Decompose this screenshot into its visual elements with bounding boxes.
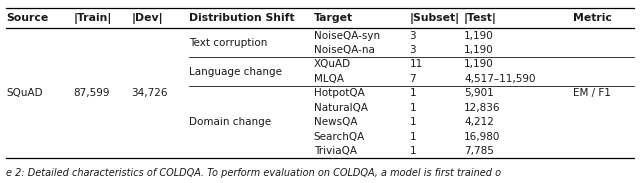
- Text: 1: 1: [410, 146, 416, 156]
- Text: TriviaQA: TriviaQA: [314, 146, 356, 156]
- Text: 5,901: 5,901: [464, 88, 493, 98]
- Text: 1,190: 1,190: [464, 31, 493, 41]
- Text: 11: 11: [410, 59, 423, 70]
- Text: NoiseQA-syn: NoiseQA-syn: [314, 31, 380, 41]
- Text: |Dev|: |Dev|: [131, 13, 163, 24]
- Text: 1,190: 1,190: [464, 45, 493, 55]
- Text: 34,726: 34,726: [131, 88, 168, 98]
- Text: 1: 1: [410, 117, 416, 127]
- Text: |Subset|: |Subset|: [410, 13, 460, 24]
- Text: 1,190: 1,190: [464, 59, 493, 70]
- Text: HotpotQA: HotpotQA: [314, 88, 364, 98]
- Text: 1: 1: [410, 103, 416, 113]
- Text: XQuAD: XQuAD: [314, 59, 351, 70]
- Text: SQuAD: SQuAD: [6, 88, 43, 98]
- Text: 4,212: 4,212: [464, 117, 494, 127]
- Text: NewsQA: NewsQA: [314, 117, 357, 127]
- Text: EM / F1: EM / F1: [573, 88, 611, 98]
- Text: Text corruption: Text corruption: [189, 38, 267, 48]
- Text: 16,980: 16,980: [464, 132, 500, 142]
- Text: 7,785: 7,785: [464, 146, 494, 156]
- Text: Metric: Metric: [573, 13, 612, 23]
- Text: NaturalQA: NaturalQA: [314, 103, 367, 113]
- Text: e 2: Detailed characteristics of COLDQA. To perform evaluation on COLDQA, a mode: e 2: Detailed characteristics of COLDQA.…: [6, 168, 502, 178]
- Text: Distribution Shift: Distribution Shift: [189, 13, 294, 23]
- Text: MLQA: MLQA: [314, 74, 344, 84]
- Text: |Train|: |Train|: [74, 13, 112, 24]
- Text: 1: 1: [410, 132, 416, 142]
- Text: Domain change: Domain change: [189, 117, 271, 127]
- Text: SearchQA: SearchQA: [314, 132, 365, 142]
- Text: NoiseQA-na: NoiseQA-na: [314, 45, 374, 55]
- Text: 3: 3: [410, 31, 416, 41]
- Text: Language change: Language change: [189, 67, 282, 77]
- Text: 3: 3: [410, 45, 416, 55]
- Text: 87,599: 87,599: [74, 88, 110, 98]
- Text: 1: 1: [410, 88, 416, 98]
- Text: Target: Target: [314, 13, 353, 23]
- Text: 12,836: 12,836: [464, 103, 500, 113]
- Text: |Test|: |Test|: [464, 13, 497, 24]
- Text: Source: Source: [6, 13, 49, 23]
- Text: 4,517–11,590: 4,517–11,590: [464, 74, 536, 84]
- Text: 7: 7: [410, 74, 416, 84]
